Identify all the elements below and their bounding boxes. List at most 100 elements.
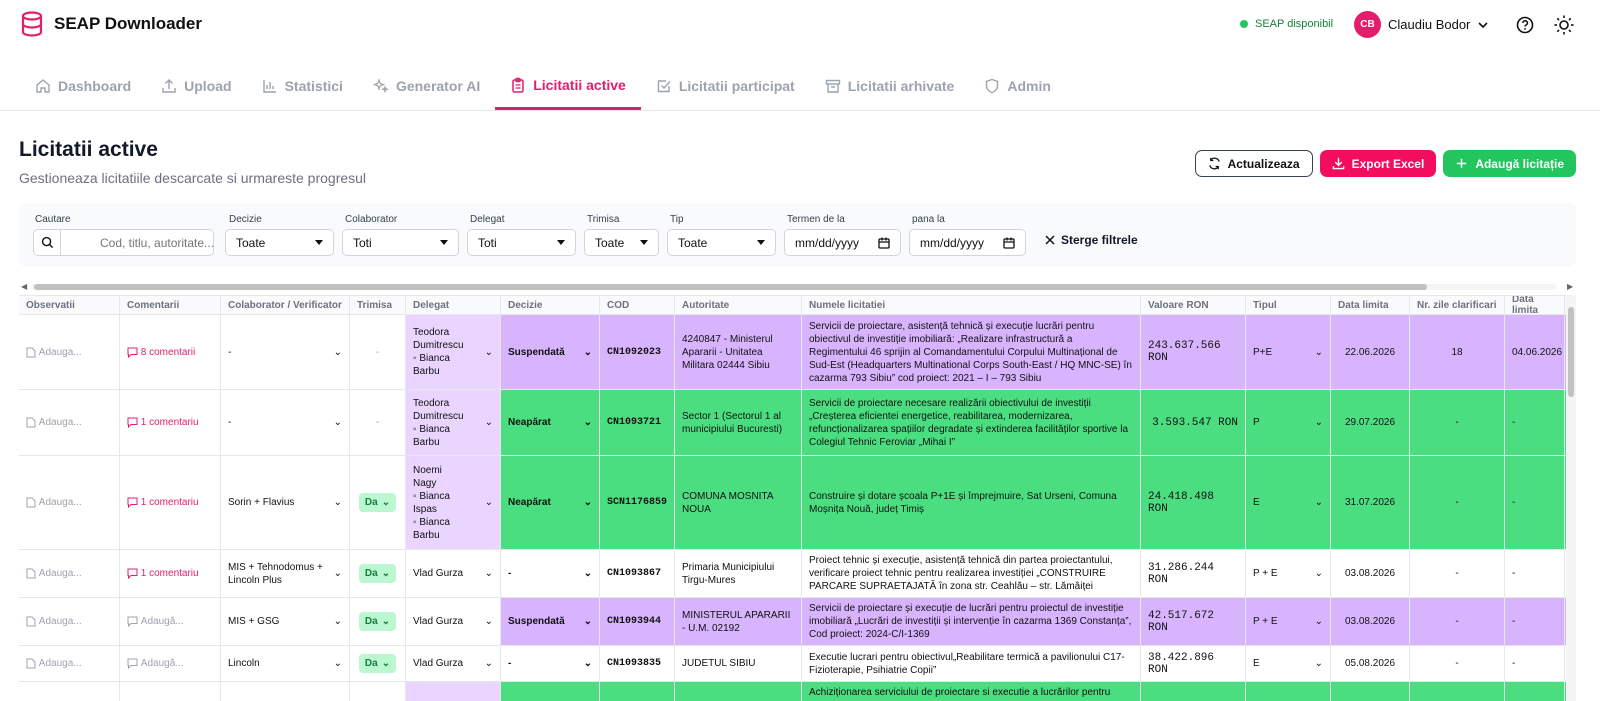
decizie-cell[interactable]: Suspendată ⌄ [501,315,600,389]
table-row[interactable]: Adauga... 1 comentariu - ⌄ - Teodora Dumi… [19,390,1566,456]
table-row[interactable]: Adauga... 8 comentarii - ⌄ - Teodora Dumi… [19,315,1566,390]
table-row[interactable]: Adauga... 1 comentariu Sorin + Flavius ⌄ … [19,456,1566,550]
trimisa-cell[interactable]: Da ⌄ [350,456,406,549]
trimisa-badge[interactable]: Da ⌄ [358,493,397,512]
colaborator-cell[interactable]: - ⌄ [221,315,350,389]
vertical-scrollbar[interactable] [1566,295,1576,701]
tip-cell[interactable]: P+E ⌄ [1246,315,1331,389]
colaborator-cell[interactable]: MIS + GSG ⌄ [221,598,350,645]
table-row[interactable]: Adauga... Adaugă... Lincoln ⌄ Da ⌄ Vlad Gu… [19,646,1566,682]
theme-toggle-icon[interactable] [1553,14,1575,36]
trimisa-cell[interactable]: - [350,315,406,389]
header-trimisa[interactable]: Trimisa [350,296,406,314]
colaborator-select[interactable]: Toti [342,229,459,256]
trimisa-cell[interactable] [350,682,406,701]
header-observatii[interactable]: Observatii [19,296,120,314]
tip-cell[interactable]: P ⌄ [1246,390,1331,455]
colaborator-cell[interactable]: - ⌄ [221,390,350,455]
tip-cell[interactable]: E ⌄ [1246,646,1331,681]
comentarii-cell[interactable] [120,682,221,701]
trimisa-badge[interactable]: Da ⌄ [358,612,397,631]
comentarii-cell[interactable]: 8 comentarii [120,315,221,389]
tab-dashboard[interactable]: Dashboard [20,62,146,110]
delegat-cell[interactable]: Teodora Dumitrescu ◦ Bianca Barbu ⌄ [406,390,501,455]
observatii-cell[interactable]: Adauga... [19,550,120,597]
tip-select[interactable]: Toate [667,229,776,256]
brand[interactable]: SEAP Downloader [20,11,202,37]
decizie-cell[interactable]: Neapărat ⌄ [501,456,600,549]
header-valoare[interactable]: Valoare RON [1141,296,1246,314]
delegat-cell[interactable]: Noemi Nagy ◦ Bianca Ispas ◦ Bianca Barbu… [406,456,501,549]
horizontal-scrollbar[interactable]: ◀ ▶ [19,281,1576,293]
scroll-thumb[interactable] [34,284,1427,290]
header-delegat[interactable]: Delegat [406,296,501,314]
search-input[interactable] [93,235,213,250]
colaborator-cell[interactable]: Lincoln ⌄ [221,646,350,681]
header-tipul[interactable]: Tipul [1246,296,1331,314]
observatii-cell[interactable]: Adauga... [19,598,120,645]
comentarii-cell[interactable]: Adaugă... [120,598,221,645]
header-cod[interactable]: COD [600,296,675,314]
tip-cell[interactable]: P + E ⌄ [1246,550,1331,597]
search-field[interactable] [33,229,214,256]
decizie-cell[interactable]: - ⌄ [501,646,600,681]
table-row[interactable]: Adauga... 1 comentariu MIS + Tehnodomus … [19,550,1566,598]
vertical-scroll-thumb[interactable] [1568,307,1574,397]
trimisa-badge[interactable]: Da ⌄ [358,654,397,673]
export-excel-button[interactable]: Export Excel [1319,150,1437,177]
tab-generator-ai[interactable]: Generator AI [358,62,495,110]
add-licitatie-button[interactable]: Adaugă licitație [1443,150,1576,177]
decizie-cell[interactable] [501,682,600,701]
header-nume[interactable]: Numele licitatiei [802,296,1141,314]
observatii-cell[interactable] [19,682,120,701]
tip-cell[interactable] [1246,682,1331,701]
tab-statistici[interactable]: Statistici [247,62,358,110]
delegat-cell[interactable] [406,682,501,701]
refresh-button[interactable]: Actualizeaza [1194,150,1313,177]
trimisa-badge[interactable]: Da ⌄ [358,564,397,583]
observatii-cell[interactable]: Adauga... [19,315,120,389]
colaborator-cell[interactable] [221,682,350,701]
colaborator-cell[interactable]: Sorin + Flavius ⌄ [221,456,350,549]
header-data-limita[interactable]: Data limita [1331,296,1410,314]
header-colaborator[interactable]: Colaborator / Verificator [221,296,350,314]
comentarii-cell[interactable]: 1 comentariu [120,456,221,549]
tab-licitatii-active[interactable]: Licitatii active [495,62,641,110]
comentarii-cell[interactable]: 1 comentariu [120,550,221,597]
comentarii-cell[interactable]: 1 comentariu [120,390,221,455]
colaborator-cell[interactable]: MIS + Tehnodomus + Lincoln Plus ⌄ [221,550,350,597]
decizie-cell[interactable]: Suspendată ⌄ [501,598,600,645]
trimisa-cell[interactable]: Da ⌄ [350,550,406,597]
observatii-cell[interactable]: Adauga... [19,646,120,681]
table-row[interactable]: Achiziționarea serviciului de proiectare… [19,682,1566,701]
header-data-limita-2[interactable]: Data limita [1505,296,1565,314]
trimisa-select[interactable]: Toate [584,229,659,256]
scroll-left-icon[interactable]: ◀ [21,282,28,291]
header-autoritate[interactable]: Autoritate [675,296,802,314]
tip-cell[interactable]: E ⌄ [1246,456,1331,549]
header-comentarii[interactable]: Comentarii [120,296,221,314]
tab-admin[interactable]: Admin [969,62,1066,110]
trimisa-cell[interactable]: Da ⌄ [350,646,406,681]
table-row[interactable]: Adauga... Adaugă... MIS + GSG ⌄ Da ⌄ Vlad … [19,598,1566,646]
clear-filters-button[interactable]: Sterge filtrele [1045,233,1138,247]
decizie-cell[interactable]: - ⌄ [501,550,600,597]
delegat-cell[interactable]: Vlad Gurza ⌄ [406,646,501,681]
delegat-cell[interactable]: Vlad Gurza ⌄ [406,550,501,597]
tab-upload[interactable]: Upload [146,62,246,110]
trimisa-cell[interactable]: Da ⌄ [350,598,406,645]
header-nr-zile[interactable]: Nr. zile clarificari [1410,296,1505,314]
decizie-select[interactable]: Toate [225,229,334,256]
help-icon[interactable] [1515,15,1535,35]
tip-cell[interactable]: P + E ⌄ [1246,598,1331,645]
user-menu[interactable]: CB Claudiu Bodor [1354,11,1489,38]
delegat-cell[interactable]: Teodora Dumitrescu ◦ Bianca Barbu ⌄ [406,315,501,389]
delegat-cell[interactable]: Vlad Gurza ⌄ [406,598,501,645]
tab-licitatii-participat[interactable]: Licitatii participat [641,62,810,110]
comentarii-cell[interactable]: Adaugă... [120,646,221,681]
observatii-cell[interactable]: Adauga... [19,390,120,455]
tab-licitatii-arhivate[interactable]: Licitatii arhivate [810,62,970,110]
scroll-right-icon[interactable]: ▶ [1567,282,1574,291]
observatii-cell[interactable]: Adauga... [19,456,120,549]
pana-input[interactable]: mm/dd/yyyy [909,229,1026,256]
